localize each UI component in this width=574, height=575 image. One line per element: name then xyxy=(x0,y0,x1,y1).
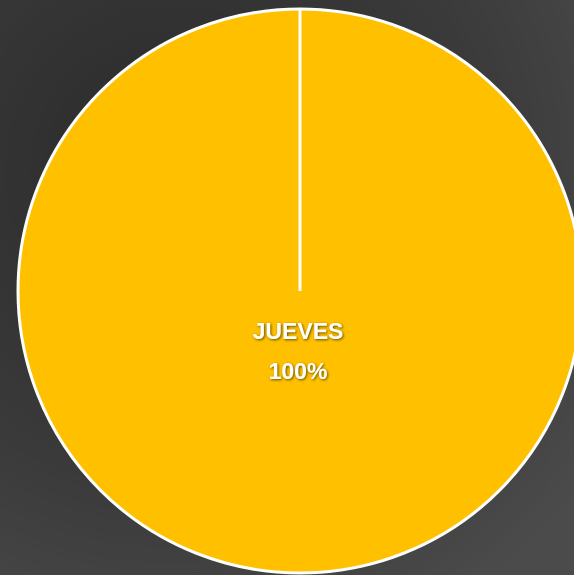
chart: JUEVES 100% xyxy=(0,0,574,575)
page: JUEVES100% (() => { const data = JSON.pa… xyxy=(0,0,574,575)
value-label: 100% xyxy=(269,358,328,384)
pie-slice xyxy=(18,9,574,573)
category-label: JUEVES xyxy=(253,318,344,344)
pie: JUEVES 100% xyxy=(18,9,574,573)
